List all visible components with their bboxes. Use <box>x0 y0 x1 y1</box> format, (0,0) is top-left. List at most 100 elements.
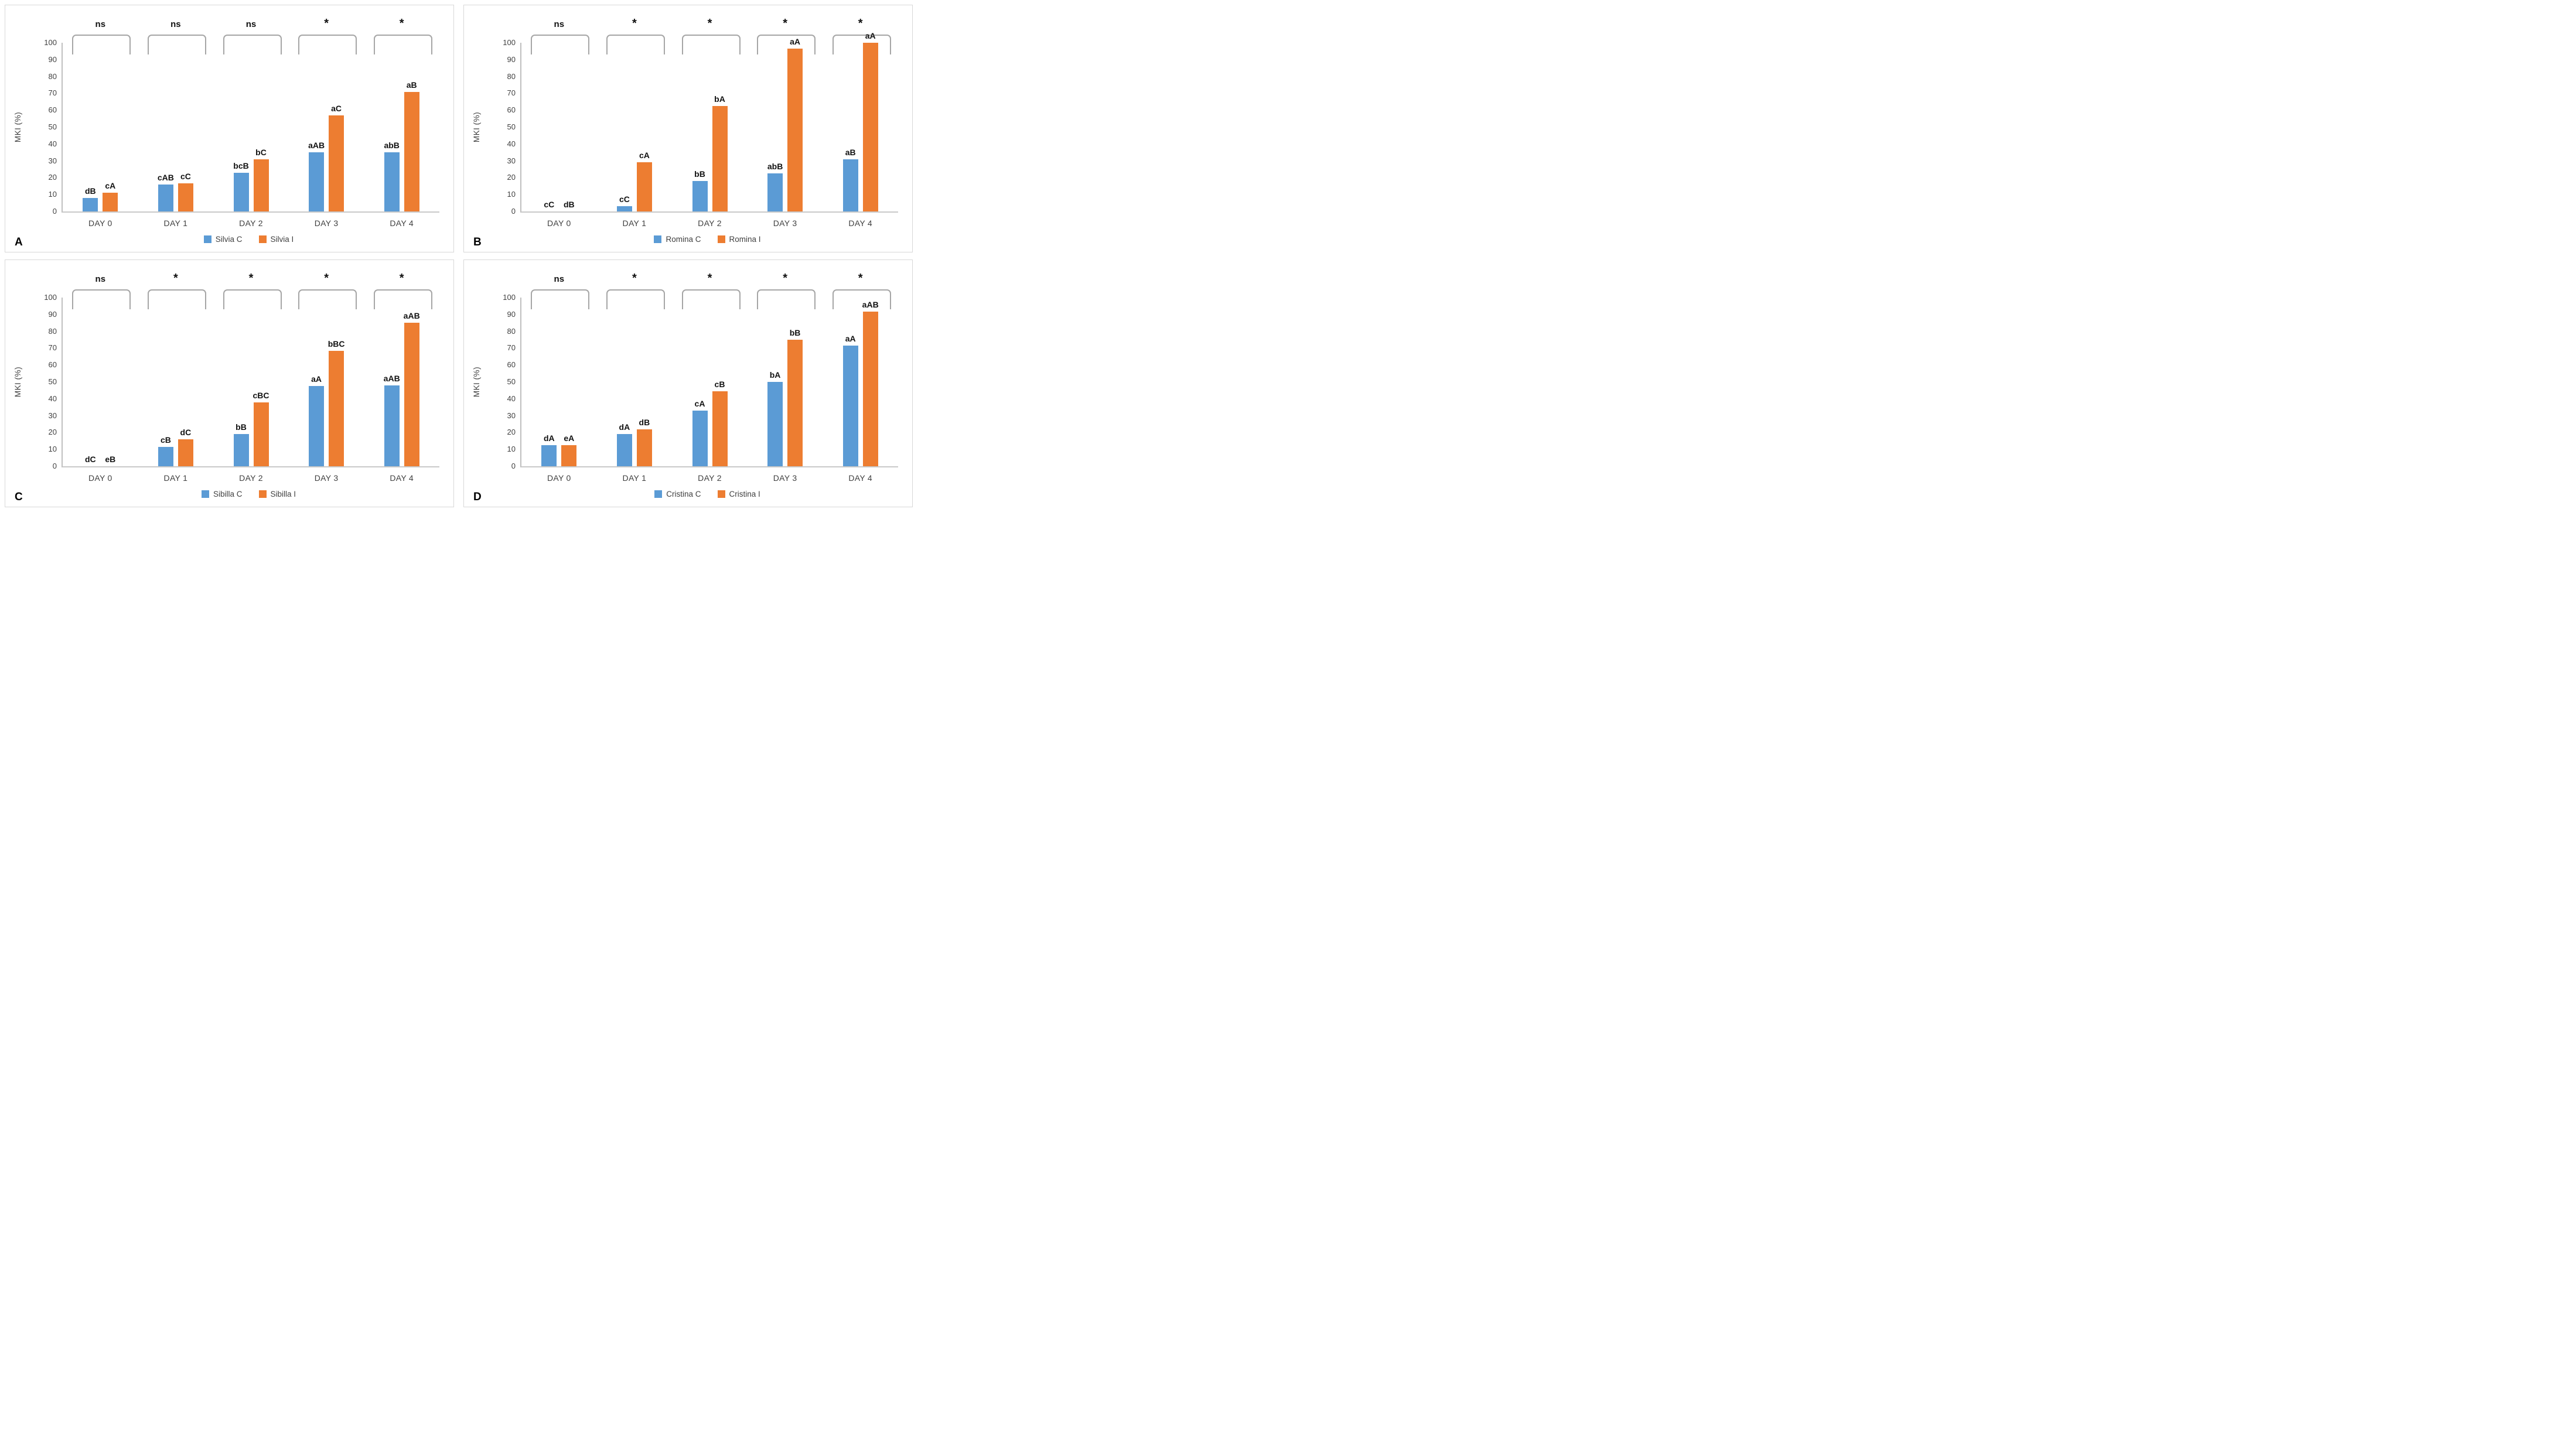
bar-control <box>309 386 325 466</box>
legend-series-name: Silvia C <box>215 235 243 244</box>
x-category-label: DAY 0 <box>547 218 571 228</box>
bar-control <box>767 382 783 466</box>
bar-annotation: dA <box>543 433 555 443</box>
y-tick-label: 50 <box>507 122 516 131</box>
bar-inoculated <box>636 162 652 211</box>
significance-bracket <box>531 289 590 309</box>
legend-series-name: Sibilla I <box>270 490 296 498</box>
x-category-label: DAY 1 <box>163 218 188 228</box>
significance-label: * <box>173 272 178 285</box>
y-tick-label: 10 <box>48 445 57 454</box>
y-tick-label: 70 <box>507 88 516 98</box>
legend-item: Romina C <box>654 235 701 244</box>
bar-annotation: aC <box>331 103 342 113</box>
x-category-label: DAY 4 <box>390 218 414 228</box>
bar-inoculated <box>178 183 193 211</box>
chart-panel-d: MKI (%) 0 10 20 30 40 50 60 70 80 90 100 ns DAY 0 dA e… <box>463 259 913 507</box>
significance-bracket <box>681 289 741 309</box>
y-tick-label: 10 <box>507 445 516 454</box>
significance-label: * <box>783 17 787 30</box>
chart-panel-a: MKI (%) 0 10 20 30 40 50 60 70 80 90 100 ns DAY 0 dB c… <box>5 5 454 252</box>
legend-item: Cristina C <box>654 490 701 498</box>
bar-control <box>233 434 249 466</box>
bar-annotation: bB <box>789 328 801 337</box>
y-tick-label: 10 <box>507 190 516 199</box>
y-tick-label: 30 <box>48 411 57 420</box>
bar-inoculated <box>862 43 878 211</box>
bar-control <box>83 197 98 211</box>
bar-annotation: abB <box>384 141 400 151</box>
significance-bracket <box>147 289 206 309</box>
significance-label: * <box>858 17 863 30</box>
significance-bracket <box>223 35 282 54</box>
y-tick-label: 30 <box>507 156 516 165</box>
bar-control <box>233 172 249 211</box>
bar-control <box>767 173 783 211</box>
x-category-label: DAY 4 <box>848 473 873 483</box>
y-tick-label: 40 <box>507 394 516 403</box>
bar-control <box>158 184 173 211</box>
y-tick-label: 40 <box>507 139 516 148</box>
bar-annotation: dB <box>563 200 575 209</box>
chart-panel-c: MKI (%) 0 10 20 30 40 50 60 70 80 90 100 ns DAY 0 dC e… <box>5 259 454 507</box>
bar-control <box>692 181 708 211</box>
y-tick-label: 80 <box>507 71 516 81</box>
bar-annotation: aAB <box>862 300 879 310</box>
bar-annotation: aB <box>406 80 417 90</box>
significance-label: ns <box>95 19 106 29</box>
bar-inoculated <box>787 340 803 466</box>
bar-annotation: aAB <box>383 373 400 383</box>
bar-annotation: cB <box>714 379 725 389</box>
x-category-label: DAY 3 <box>314 473 339 483</box>
legend-d: Cristina C Cristina I <box>517 490 898 498</box>
significance-bracket <box>606 289 665 309</box>
y-tick-label: 50 <box>507 377 516 386</box>
y-tick-label: 90 <box>48 54 57 64</box>
bar-annotation: dB <box>639 417 650 427</box>
y-tick-label: 40 <box>48 394 57 403</box>
significance-bracket <box>373 289 432 309</box>
panel-letter-d: D <box>473 491 482 503</box>
four-panel-bar-chart-figure: MKI (%) 0 10 20 30 40 50 60 70 80 90 100 ns DAY 0 dB c… <box>0 0 917 512</box>
bar-inoculated <box>862 312 878 466</box>
y-tick-label: 0 <box>52 462 57 470</box>
bar-annotation: cB <box>160 435 171 445</box>
significance-label: ns <box>554 274 565 284</box>
legend-item: Cristina I <box>717 490 760 498</box>
plot-area-b: MKI (%) 0 10 20 30 40 50 60 70 80 90 100 ns DAY 0 cC d… <box>472 18 898 228</box>
legend-a: Silvia C Silvia I <box>58 235 439 244</box>
bar-annotation: bB <box>694 169 705 179</box>
y-tick-label: 20 <box>507 428 516 437</box>
significance-label: * <box>632 272 637 285</box>
bar-annotation: bA <box>714 94 725 104</box>
legend-swatch-orange <box>258 235 267 243</box>
bar-inoculated <box>253 402 269 466</box>
y-axis-title: MKI (%) <box>13 366 22 398</box>
significance-bracket <box>832 289 891 309</box>
panel-letter-b: B <box>473 236 482 248</box>
bar-inoculated <box>712 391 728 466</box>
significance-label: ns <box>245 19 257 29</box>
bar-annotation: abB <box>767 162 783 172</box>
y-tick-label: 60 <box>48 105 57 115</box>
y-tick-label: 100 <box>503 38 516 47</box>
y-axis-title: MKI (%) <box>472 366 481 398</box>
plot-area-a: MKI (%) 0 10 20 30 40 50 60 70 80 90 100 ns DAY 0 dB c… <box>13 18 439 228</box>
chart-panel-b: MKI (%) 0 10 20 30 40 50 60 70 80 90 100 ns DAY 0 cC d… <box>463 5 913 252</box>
x-category-label: DAY 3 <box>773 218 797 228</box>
y-tick-label: 60 <box>48 360 57 370</box>
x-category-label: DAY 2 <box>698 473 722 483</box>
bar-control <box>842 159 858 211</box>
significance-bracket <box>72 35 131 54</box>
significance-bracket <box>606 35 665 54</box>
bar-control <box>616 434 632 466</box>
x-category-label: DAY 3 <box>314 218 339 228</box>
bar-annotation: cC <box>544 200 555 209</box>
bar-annotation: aA <box>845 334 856 344</box>
bar-inoculated <box>329 115 344 211</box>
bar-control <box>309 152 325 211</box>
significance-bracket <box>298 289 357 309</box>
x-category-label: DAY 4 <box>848 218 873 228</box>
y-axis-title: MKI (%) <box>472 111 481 143</box>
bar-annotation: dC <box>84 455 96 464</box>
